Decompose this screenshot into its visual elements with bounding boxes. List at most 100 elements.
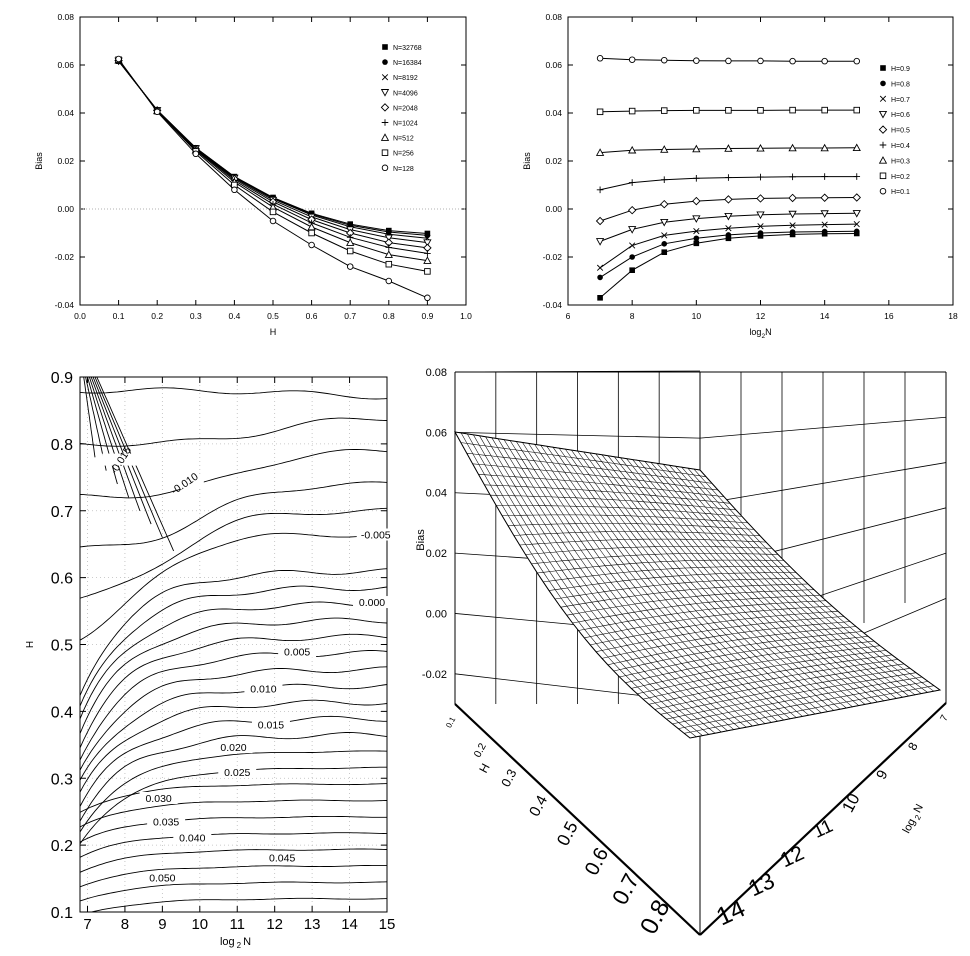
data-point: [629, 267, 635, 273]
y-tick-label: 0.8: [51, 437, 73, 454]
contour-line: [87, 377, 118, 485]
surface-mesh-line: [631, 645, 881, 689]
legend-label: H=0.6: [891, 112, 910, 119]
data-point: [756, 194, 765, 203]
h-tick-label: 0.5: [553, 818, 582, 849]
legend-label: N=1024: [393, 121, 418, 128]
surface-mesh-line: [654, 663, 905, 710]
data-point: [852, 210, 861, 218]
x-tick-label: 13: [304, 916, 321, 933]
h-tick-label: 0.4: [526, 793, 551, 820]
data-point: [821, 228, 828, 235]
x-axis-label-part: N: [243, 936, 251, 948]
data-point: [756, 211, 765, 220]
data-point: [628, 145, 637, 154]
surface-mesh-line: [590, 611, 839, 646]
y-tick-label: 0.06: [57, 60, 74, 70]
panel-bias-surface: -0.02 0.00 0.02 0.04 0.06 0.08 Bias 0.1 0.2 0.3 0.…: [415, 367, 951, 939]
x-axis-label-main: log: [749, 327, 761, 337]
contour-line: [80, 815, 387, 843]
legend-marker: [382, 44, 388, 50]
surface-mesh-line: [513, 531, 761, 536]
data-point: [595, 148, 605, 156]
n-tick-label: 14: [712, 894, 749, 931]
data-point: [424, 268, 431, 275]
contour-line: [80, 601, 387, 720]
surface-mesh-line: [501, 514, 749, 524]
legend-marker: [878, 125, 888, 134]
data-point: [724, 212, 733, 221]
data-point: [725, 225, 732, 232]
contour-line: [80, 633, 387, 749]
contour-label-bg: [244, 682, 283, 695]
surface-mesh-line: [607, 626, 857, 666]
contour-line: [80, 481, 387, 548]
contour-label-bg: [353, 596, 392, 609]
contour-line: [80, 532, 387, 641]
data-point: [692, 144, 701, 153]
data-point: [231, 186, 238, 194]
data-point: [597, 274, 603, 281]
data-point: [629, 254, 635, 260]
legend-marker: [381, 119, 389, 126]
z-tick-label: 0.08: [426, 367, 447, 379]
x-tick-label: 0.8: [383, 311, 395, 321]
surface-mesh-line: [560, 583, 809, 608]
surface-mesh-line: [460, 442, 707, 477]
x-tick-label: 0.1: [113, 311, 125, 321]
n-tick-label: 13: [744, 867, 778, 901]
panel-contour-h-vs-log2n: 7 8 9 10 11 12 13 14 15 0.1 0.2 0.3 0.4 0.5 0.6 0.7 0.8 0…: [25, 370, 395, 950]
x-tick-label: 8: [121, 916, 129, 933]
data-point: [821, 57, 828, 65]
z-tick-label: 0.02: [426, 548, 447, 560]
x-tick-label: 12: [756, 311, 766, 321]
series-line-N=256: [118, 59, 428, 272]
data-point: [789, 222, 796, 229]
x-tick-label: 0.4: [228, 311, 240, 321]
x-tick-label: 6: [566, 311, 571, 321]
contour-line: [80, 881, 387, 902]
data-point: [660, 145, 669, 153]
data-point: [692, 196, 701, 206]
legend-label: N=128: [393, 166, 414, 173]
data-point: [788, 193, 797, 203]
y-axis-label: Bias: [34, 152, 44, 170]
x-tick-label: 9: [158, 916, 166, 933]
data-point: [661, 56, 668, 64]
x-tick-label: 1.0: [460, 311, 472, 321]
contour-line: [80, 715, 387, 807]
data-point: [725, 235, 732, 242]
contour-label-bg: [251, 718, 290, 731]
surface-mesh-line: [678, 681, 929, 729]
contour-line: [80, 585, 387, 707]
contour-label-bg: [263, 851, 302, 864]
contour-line: [80, 864, 387, 888]
data-point: [660, 199, 669, 209]
data-point: [692, 215, 701, 223]
x-tick-label: 11: [229, 916, 245, 933]
data-point: [596, 264, 604, 271]
x-tick-label: 18: [948, 311, 958, 321]
contour-line: [80, 732, 387, 822]
contour-label: 0.020: [220, 742, 246, 754]
legend-marker: [879, 172, 887, 180]
contour-label-bg: [214, 741, 253, 754]
surface-mesh-line: [472, 463, 719, 491]
data-point: [661, 107, 668, 114]
n-tick-label: 10: [838, 790, 863, 815]
contour-line: [89, 897, 387, 912]
contour-line: [92, 377, 152, 525]
data-point: [757, 233, 764, 239]
legend-label: H=0.2: [891, 174, 910, 181]
data-point: [596, 55, 604, 62]
legend-label: N=4096: [393, 90, 418, 97]
surface-mesh-line: [531, 553, 779, 565]
surface-mesh-line: [689, 689, 941, 739]
x-tick-label: 0.2: [151, 311, 163, 321]
contour-line: [80, 650, 387, 761]
x-tick-label: 0.0: [74, 311, 86, 321]
contour-label-bg: [218, 765, 257, 778]
legend-marker: [879, 187, 887, 195]
contour-label: 0.035: [153, 816, 179, 828]
legend-marker: [380, 103, 390, 112]
